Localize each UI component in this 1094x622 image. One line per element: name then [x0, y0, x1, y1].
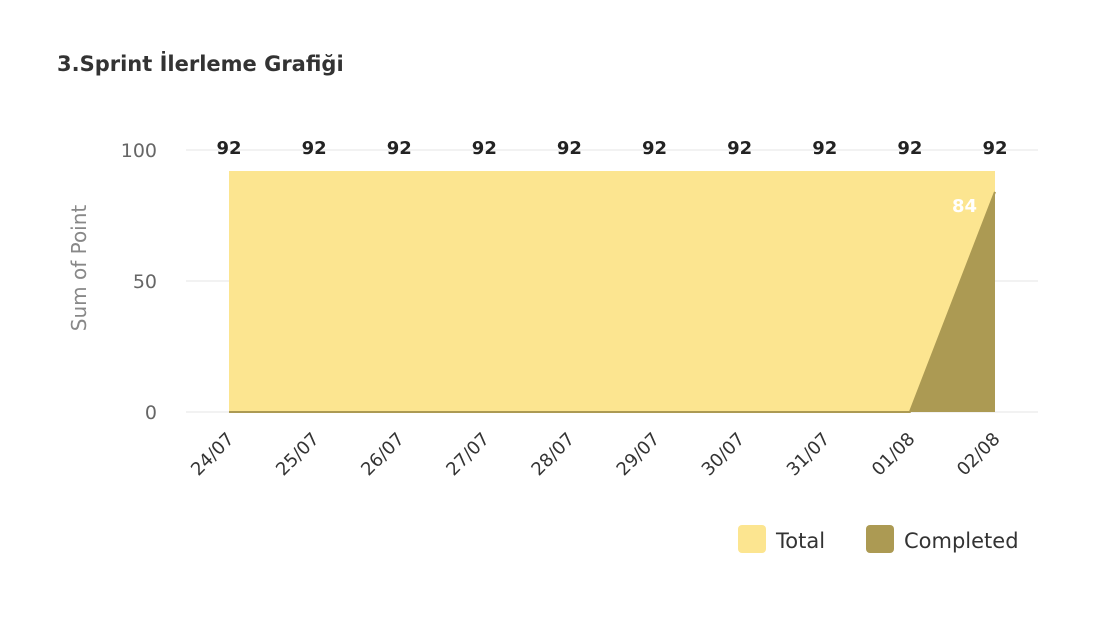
- legend-item-total[interactable]: Total: [738, 525, 825, 553]
- x-tick-label: 28/07: [527, 429, 579, 481]
- legend-label-completed: Completed: [904, 529, 1019, 553]
- y-tick-label: 50: [133, 271, 157, 293]
- x-tick-label: 24/07: [187, 429, 239, 481]
- line-completed: [229, 191, 996, 413]
- y-axis-title: Sum of Point: [67, 205, 91, 332]
- y-tick-label: 100: [121, 140, 157, 162]
- data-label-total: 92: [472, 138, 497, 159]
- data-labels: 92 92 92 92 92 92 92 92 92 92 84: [216, 138, 1007, 217]
- y-tick-label: 0: [145, 402, 157, 424]
- x-tick-label: 01/08: [868, 429, 920, 481]
- y-axis-ticks: 0 50 100: [121, 140, 157, 424]
- data-label-total: 92: [557, 138, 582, 159]
- x-tick-label: 02/08: [953, 429, 1005, 481]
- data-label-total: 92: [387, 138, 412, 159]
- series-areas: [229, 170, 996, 413]
- legend-swatch-completed: [866, 525, 894, 553]
- x-tick-label: 31/07: [783, 429, 835, 481]
- chart-title: 3.Sprint İlerleme Grafiği: [57, 52, 344, 76]
- x-tick-label: 26/07: [357, 429, 409, 481]
- x-axis-ticks: 24/07 25/07 26/07 27/07 28/07 29/07 30/07 31/07…: [187, 429, 1005, 481]
- data-label-total: 92: [302, 138, 327, 159]
- data-label-total: 92: [982, 138, 1007, 159]
- legend-label-total: Total: [775, 529, 825, 553]
- area-total[interactable]: [229, 170, 995, 412]
- data-label-completed: 84: [952, 196, 977, 217]
- data-label-total: 92: [812, 138, 837, 159]
- legend-item-completed[interactable]: Completed: [866, 525, 1019, 553]
- legend-swatch-total: [738, 525, 766, 553]
- legend: Total Completed: [738, 525, 1019, 553]
- x-tick-label: 25/07: [272, 429, 324, 481]
- x-tick-label: 27/07: [442, 429, 494, 481]
- data-label-total: 92: [642, 138, 667, 159]
- data-label-total: 92: [216, 138, 241, 159]
- x-tick-label: 29/07: [613, 429, 665, 481]
- x-tick-label: 30/07: [698, 429, 750, 481]
- data-label-total: 92: [897, 138, 922, 159]
- data-label-total: 92: [727, 138, 752, 159]
